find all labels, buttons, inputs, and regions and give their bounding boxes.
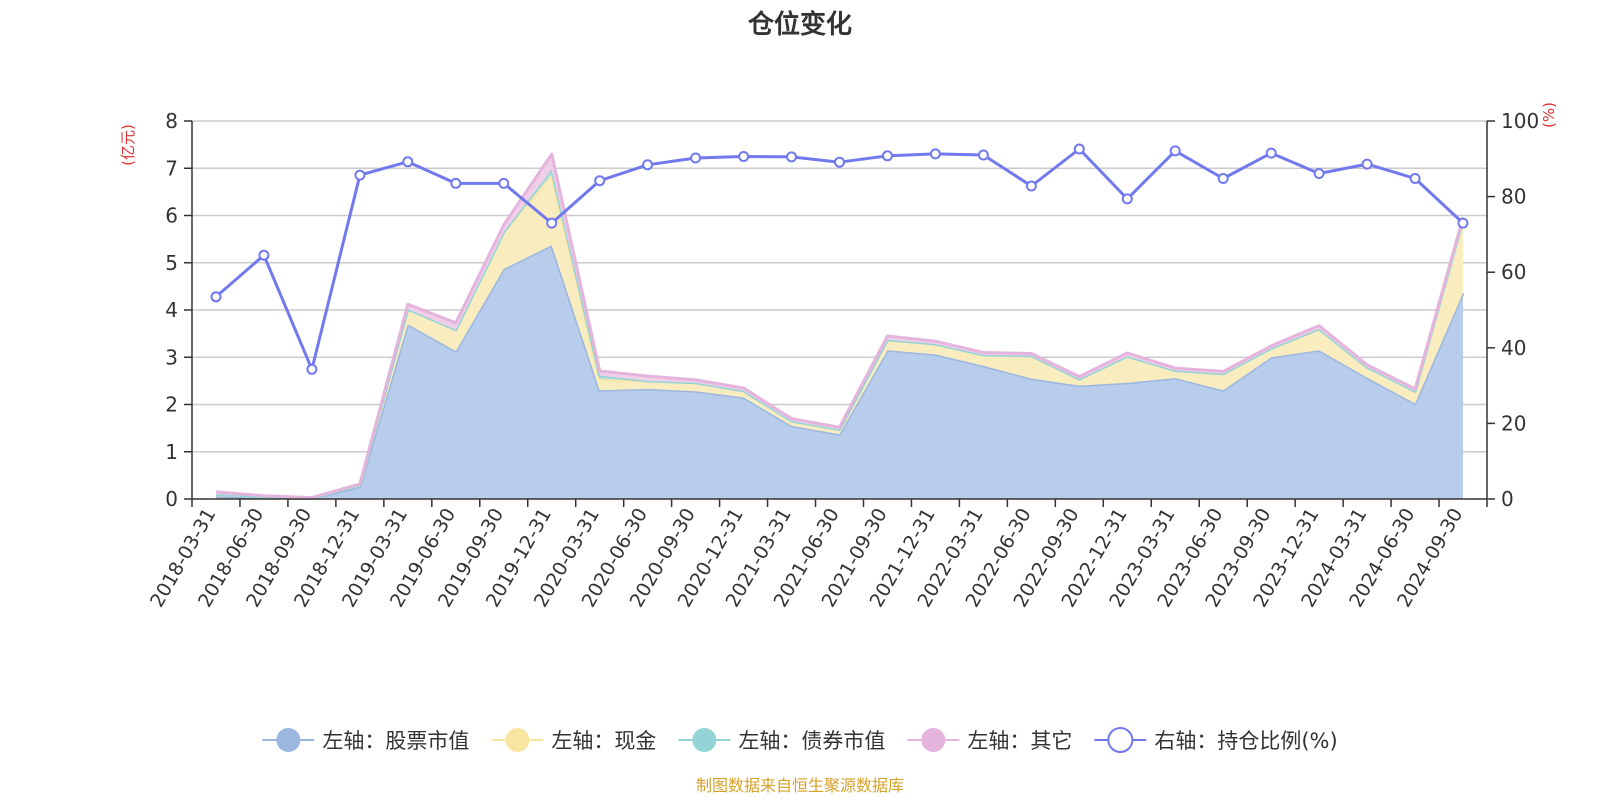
ratio-point (306, 363, 318, 375)
ratio-point (1409, 173, 1421, 184)
legend-item-1: 左轴：现金 (491, 728, 656, 753)
holding-ratio-line (210, 143, 1469, 375)
legend-item-4: 右轴：持仓比例(%) (1094, 727, 1338, 753)
area-3 (216, 154, 1463, 499)
right-tick-label: 40 (1501, 336, 1526, 360)
ratio-point (834, 156, 845, 168)
left-tick-label: 0 (165, 487, 178, 511)
left-tick-label: 5 (165, 251, 178, 275)
legend-item-0: 左轴：股票市值 (262, 728, 469, 753)
left-tick-label: 1 (165, 440, 178, 464)
ratio-point (786, 151, 797, 163)
ratio-point (690, 152, 702, 164)
ratio-point (450, 177, 462, 189)
legend-swatch-marker (276, 728, 301, 752)
ratio-point (642, 159, 654, 171)
legend-label: 左轴：其它 (967, 729, 1072, 753)
ratio-point (738, 151, 750, 162)
legend-label: 左轴：股票市值 (322, 729, 469, 753)
left-tick-label: 7 (165, 156, 178, 180)
legend-swatch-marker (1107, 727, 1134, 753)
ratio-point (1217, 173, 1229, 184)
left-axis-unit: (亿元) (119, 124, 137, 166)
chart-title: 仓位变化 (747, 9, 852, 40)
legend-item-2: 左轴：债券市值 (678, 728, 885, 753)
ratio-point (1121, 193, 1133, 205)
left-tick-label: 4 (165, 298, 178, 322)
legend-swatch-marker (692, 728, 717, 752)
area-0 (216, 245, 1463, 499)
legend-swatch-marker (921, 728, 946, 752)
legend-label: 右轴：持仓比例(%) (1154, 729, 1337, 753)
ratio-point (1313, 168, 1325, 179)
ratio-point (1265, 147, 1277, 159)
legend-item-3: 左轴：其它 (907, 728, 1072, 753)
legend-label: 左轴：现金 (551, 729, 656, 753)
ratio-point (1073, 143, 1085, 155)
ratio-point (498, 177, 510, 189)
ratio-point (1361, 158, 1373, 170)
ratio-point (402, 156, 414, 168)
right-tick-label: 0 (1501, 487, 1514, 511)
right-tick-label: 20 (1501, 411, 1526, 435)
ratio-point (929, 148, 941, 160)
area-edge-3 (215, 152, 1465, 500)
ratio-point (354, 169, 366, 181)
area-1 (216, 174, 1463, 499)
left-tick-label: 8 (165, 109, 178, 133)
data-source-note: 制图数据来自恒生聚源数据库 (696, 776, 904, 795)
left-tick-label: 2 (165, 393, 178, 417)
ratio-point (1025, 180, 1037, 192)
ratio-point (977, 149, 989, 161)
ratio-point (210, 291, 222, 303)
ratio-point (1169, 145, 1181, 157)
ratio-point (1457, 217, 1469, 229)
left-tick-label: 3 (165, 345, 178, 369)
ratio-point (882, 150, 893, 162)
ratio-point (546, 217, 558, 229)
right-tick-label: 100 (1501, 109, 1539, 133)
right-tick-label: 60 (1501, 260, 1526, 284)
legend: 左轴：股票市值 左轴：现金 左轴：债券市值 左轴：其它 右轴：持仓比例(%) (262, 727, 1338, 753)
ratio-point (594, 175, 606, 187)
left-tick-label: 6 (165, 204, 178, 228)
stacked-areas (215, 152, 1465, 500)
ratio-point (258, 249, 270, 261)
right-axis-unit: (%) (1540, 102, 1558, 128)
right-tick-label: 80 (1501, 185, 1526, 209)
legend-swatch-marker (505, 728, 530, 752)
legend-label: 左轴：债券市值 (738, 729, 885, 753)
